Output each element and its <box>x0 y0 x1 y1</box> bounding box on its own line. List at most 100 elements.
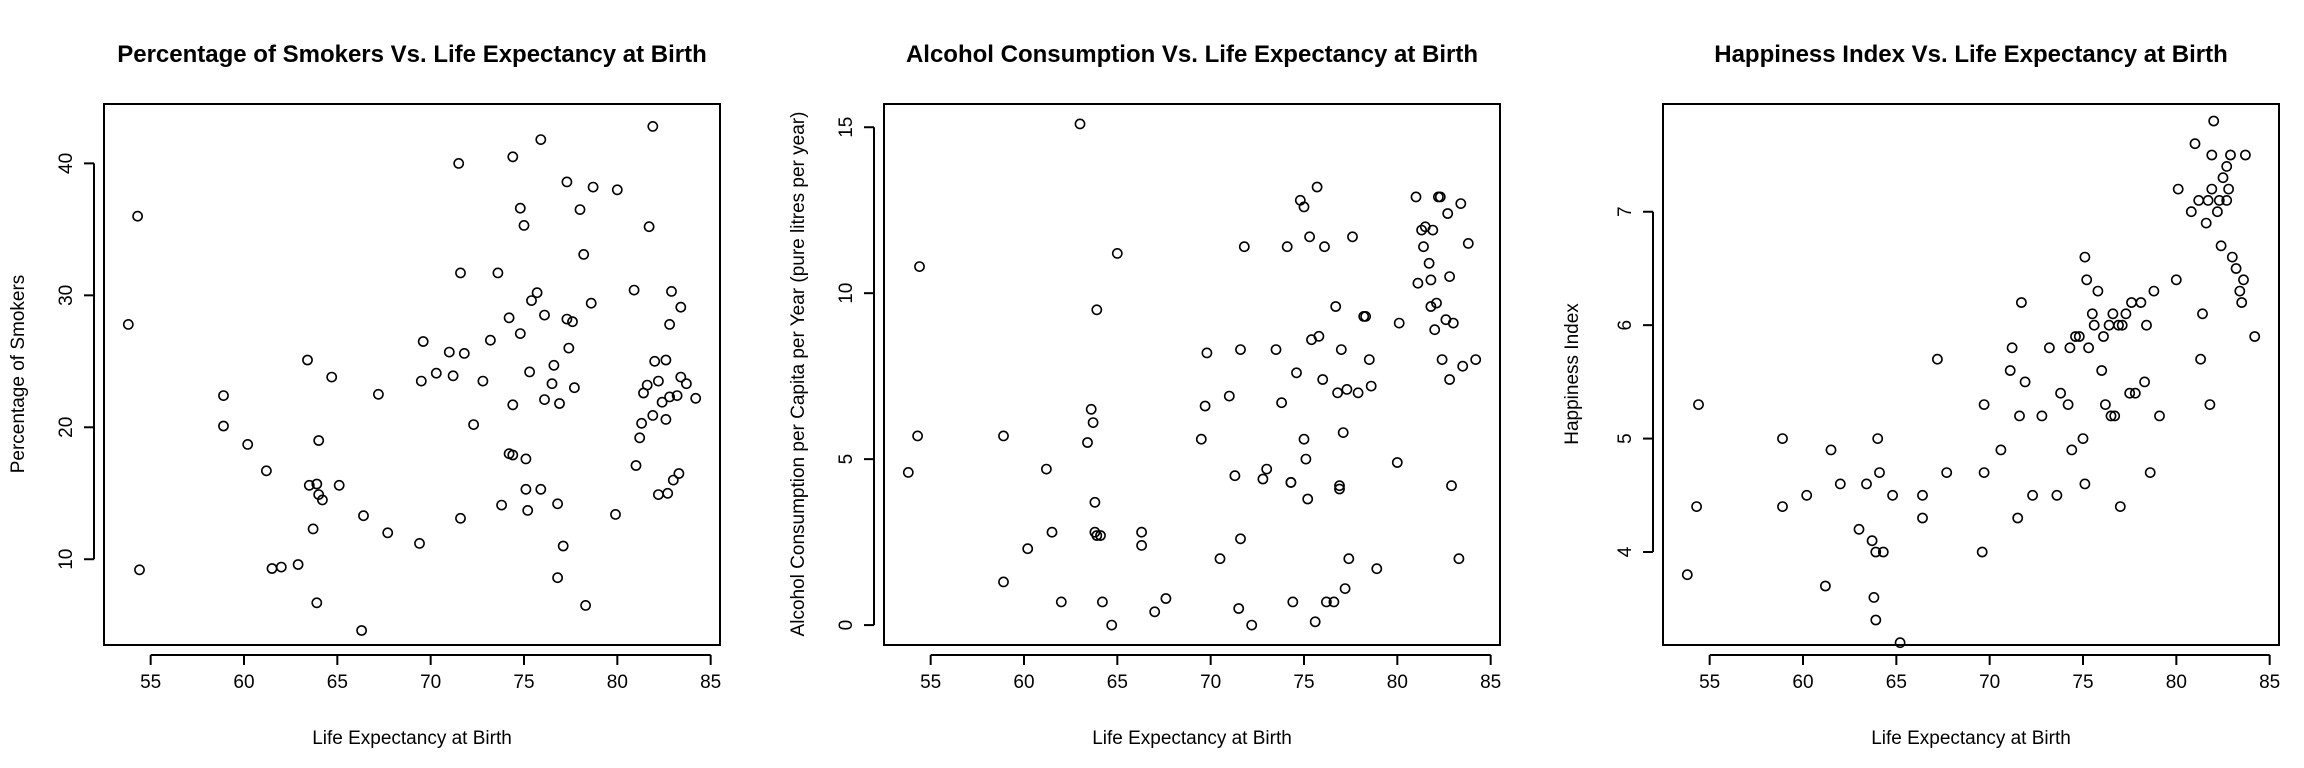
smokers-panel: Percentage of Smokers Vs. Life Expectanc… <box>8 41 721 749</box>
data-point <box>2189 138 2201 150</box>
data-point <box>134 564 145 576</box>
data-point <box>2223 183 2234 195</box>
data-point <box>2073 331 2085 342</box>
data-point <box>1085 403 1097 415</box>
data-point <box>1136 526 1147 538</box>
data-points <box>1681 115 2261 649</box>
data-point <box>313 435 325 446</box>
data-point <box>1106 619 1118 631</box>
data-point <box>415 375 427 387</box>
data-point <box>1304 231 1315 243</box>
data-point <box>2144 467 2156 478</box>
data-point <box>1393 317 1405 329</box>
data-point <box>1868 592 1880 603</box>
data-point <box>1298 201 1310 213</box>
data-point <box>578 248 590 260</box>
data-point <box>514 328 526 339</box>
data-point <box>382 527 394 539</box>
data-point <box>1352 387 1364 399</box>
data-point <box>1442 208 1454 219</box>
data-point <box>656 396 668 408</box>
data-point <box>1339 583 1351 594</box>
data-point <box>2036 410 2048 422</box>
data-point <box>1447 317 1459 329</box>
data-point <box>2172 183 2184 195</box>
data-point <box>671 390 683 401</box>
data-point <box>496 499 507 511</box>
data-point <box>585 297 597 309</box>
data-point <box>2208 115 2220 127</box>
data-point <box>1089 496 1101 508</box>
data-point <box>1300 453 1312 465</box>
data-point <box>2064 342 2076 354</box>
y-tick-label: 5 <box>1615 433 1636 444</box>
y-tick-label: 7 <box>1615 206 1636 217</box>
data-point <box>1233 603 1245 614</box>
data-point <box>1861 478 1872 490</box>
data-point <box>2129 387 2141 399</box>
data-point <box>1470 354 1482 365</box>
data-point <box>1427 224 1439 236</box>
data-point <box>1978 467 1990 478</box>
data-point <box>1917 512 1928 524</box>
data-point <box>1302 493 1314 505</box>
data-point <box>2206 149 2218 161</box>
data-point <box>1311 181 1323 193</box>
y-axis: 0 5 10 15 <box>836 117 875 630</box>
data-point <box>1347 231 1358 243</box>
data-point <box>2202 194 2214 206</box>
data-point <box>2139 376 2150 388</box>
data-point <box>522 504 534 516</box>
data-point <box>1412 277 1424 289</box>
data-point <box>2055 387 2066 399</box>
data-point <box>2014 410 2025 422</box>
data-point <box>1343 553 1355 565</box>
data-point <box>311 597 323 609</box>
data-point <box>2079 478 2091 490</box>
data-point <box>484 334 496 346</box>
data-point <box>1446 480 1457 492</box>
data-point <box>458 347 470 359</box>
data-point <box>2004 365 2016 376</box>
data-point <box>1317 374 1329 385</box>
y-tick-label: 4 <box>1615 546 1636 557</box>
data-point <box>292 559 304 570</box>
data-point <box>1195 433 1207 445</box>
data-point <box>647 121 659 132</box>
data-point <box>647 409 659 421</box>
data-point <box>2016 297 2027 308</box>
x-tick-label: 55 <box>920 672 941 693</box>
x-tick-label: 70 <box>420 672 441 693</box>
y-tick-label: 10 <box>836 283 857 304</box>
data-point <box>417 336 429 347</box>
data-point <box>2006 342 2018 354</box>
data-point <box>1887 489 1898 501</box>
data-point <box>2109 410 2121 422</box>
data-point <box>611 184 623 196</box>
data-point <box>455 512 466 524</box>
data-point <box>634 432 646 444</box>
data-point <box>1866 535 1878 547</box>
data-point <box>2215 240 2227 252</box>
data-point <box>2239 149 2251 161</box>
data-point <box>902 466 914 478</box>
data-point <box>1334 480 1345 492</box>
data-point <box>2206 183 2218 195</box>
data-point <box>1287 596 1299 608</box>
y-tick-label: 30 <box>56 285 77 306</box>
data-point <box>1328 596 1340 608</box>
y-axis: 10 20 30 40 <box>56 153 95 570</box>
data-point <box>333 479 345 491</box>
data-point <box>912 430 923 442</box>
data-point <box>2234 285 2246 297</box>
data-point <box>1199 400 1211 412</box>
data-point <box>2027 489 2038 501</box>
data-point <box>520 483 532 495</box>
data-point <box>2098 331 2109 342</box>
y-axis-label: Happiness Index <box>1562 303 1583 445</box>
data-point <box>2230 263 2242 274</box>
data-point <box>1444 374 1455 385</box>
data-point <box>1341 383 1353 395</box>
data-point <box>535 483 547 495</box>
